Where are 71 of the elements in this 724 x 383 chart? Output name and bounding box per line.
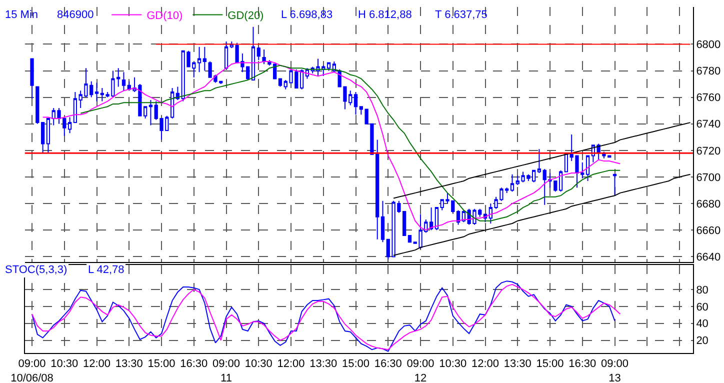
x-tick-label: 10:30 xyxy=(50,358,78,370)
legend-label: GD(10) xyxy=(146,10,183,22)
x-tick-label: 16:30 xyxy=(374,358,402,370)
chart-title: STOC(5,3,3) xyxy=(5,264,68,276)
candlestick xyxy=(68,116,72,134)
x-tick-label: 12:00 xyxy=(471,358,500,370)
candlestick xyxy=(36,86,40,124)
candlestick xyxy=(30,58,34,100)
candlestick xyxy=(94,82,99,102)
candlestick xyxy=(326,62,331,72)
candlestick xyxy=(434,207,439,231)
candlestick xyxy=(537,148,542,174)
candlestick xyxy=(510,174,514,192)
candlestick xyxy=(122,72,126,92)
annotation: T 6.637,75 xyxy=(435,9,488,21)
chart-subtitle: 846900 xyxy=(57,9,94,21)
candlestick xyxy=(148,99,153,126)
x-tick-label: 09:00 13 xyxy=(600,358,629,383)
candlestick xyxy=(251,26,256,81)
x-tick-label: 13:30 xyxy=(115,358,143,370)
annotation: H 6.812,88 xyxy=(358,9,412,21)
y-tick-label: 6740 xyxy=(696,118,721,131)
y-tick-label: 6700 xyxy=(696,172,721,184)
y-tick-label: 6800 xyxy=(696,39,721,52)
candlestick xyxy=(256,46,260,61)
y-tick-label: 6720 xyxy=(696,145,721,158)
x-tick-label: 15:00 xyxy=(148,358,176,370)
candlestick xyxy=(456,210,460,226)
chart-title: 15 Min xyxy=(5,9,38,21)
y-tick-label: 6760 xyxy=(696,92,721,104)
y-tick-label: 6780 xyxy=(696,66,721,78)
x-tick-label: 10:30 xyxy=(244,358,272,370)
candlestick xyxy=(197,46,202,73)
y-tick-label: 80 xyxy=(696,284,708,296)
y-tick-label: 40 xyxy=(696,318,708,330)
x-tick-label: 15:00 xyxy=(342,358,370,370)
candlestick xyxy=(40,122,45,154)
x-tick-label: 16:30 xyxy=(568,358,596,370)
y-tick-label: 60 xyxy=(696,301,708,314)
line-series xyxy=(393,174,691,256)
x-tick-label: 13:30 xyxy=(310,358,338,370)
x-tick-label: 09:00 12 xyxy=(406,358,434,383)
annotation: L 6.698,83 xyxy=(281,9,333,21)
x-tick-label: 09:00 11 xyxy=(212,358,240,383)
candlestick xyxy=(73,92,77,124)
x-tick-label: 10:30 xyxy=(439,358,467,370)
candlestick xyxy=(278,78,282,88)
annotation: L 42,78 xyxy=(88,264,124,276)
x-tick-label: 13:30 xyxy=(504,358,532,370)
candlestick xyxy=(612,174,617,196)
candlestick xyxy=(558,170,563,192)
candlestick xyxy=(202,46,206,72)
x-tick-label: 15:00 xyxy=(536,358,564,370)
candlestick xyxy=(429,207,434,231)
x-tick-label: 16:30 xyxy=(180,358,208,370)
candlestick xyxy=(380,200,385,243)
candlestick xyxy=(46,118,50,154)
candlestick xyxy=(300,68,304,90)
x-tick-label: 12:00 xyxy=(277,358,305,370)
y-tick-label: 6680 xyxy=(696,198,721,210)
x-tick-label: 12:00 xyxy=(82,358,111,370)
candlestick xyxy=(408,234,412,243)
y-tick-label: 20 xyxy=(696,335,708,348)
candlestick xyxy=(224,41,228,69)
candlestick xyxy=(262,49,266,65)
legend-label: GD(20) xyxy=(228,10,264,22)
y-tick-label: 6640 xyxy=(696,252,721,264)
line-series xyxy=(393,122,691,199)
candlestick xyxy=(586,155,590,182)
candlestick xyxy=(354,92,358,116)
y-tick-label: 6660 xyxy=(696,224,721,237)
